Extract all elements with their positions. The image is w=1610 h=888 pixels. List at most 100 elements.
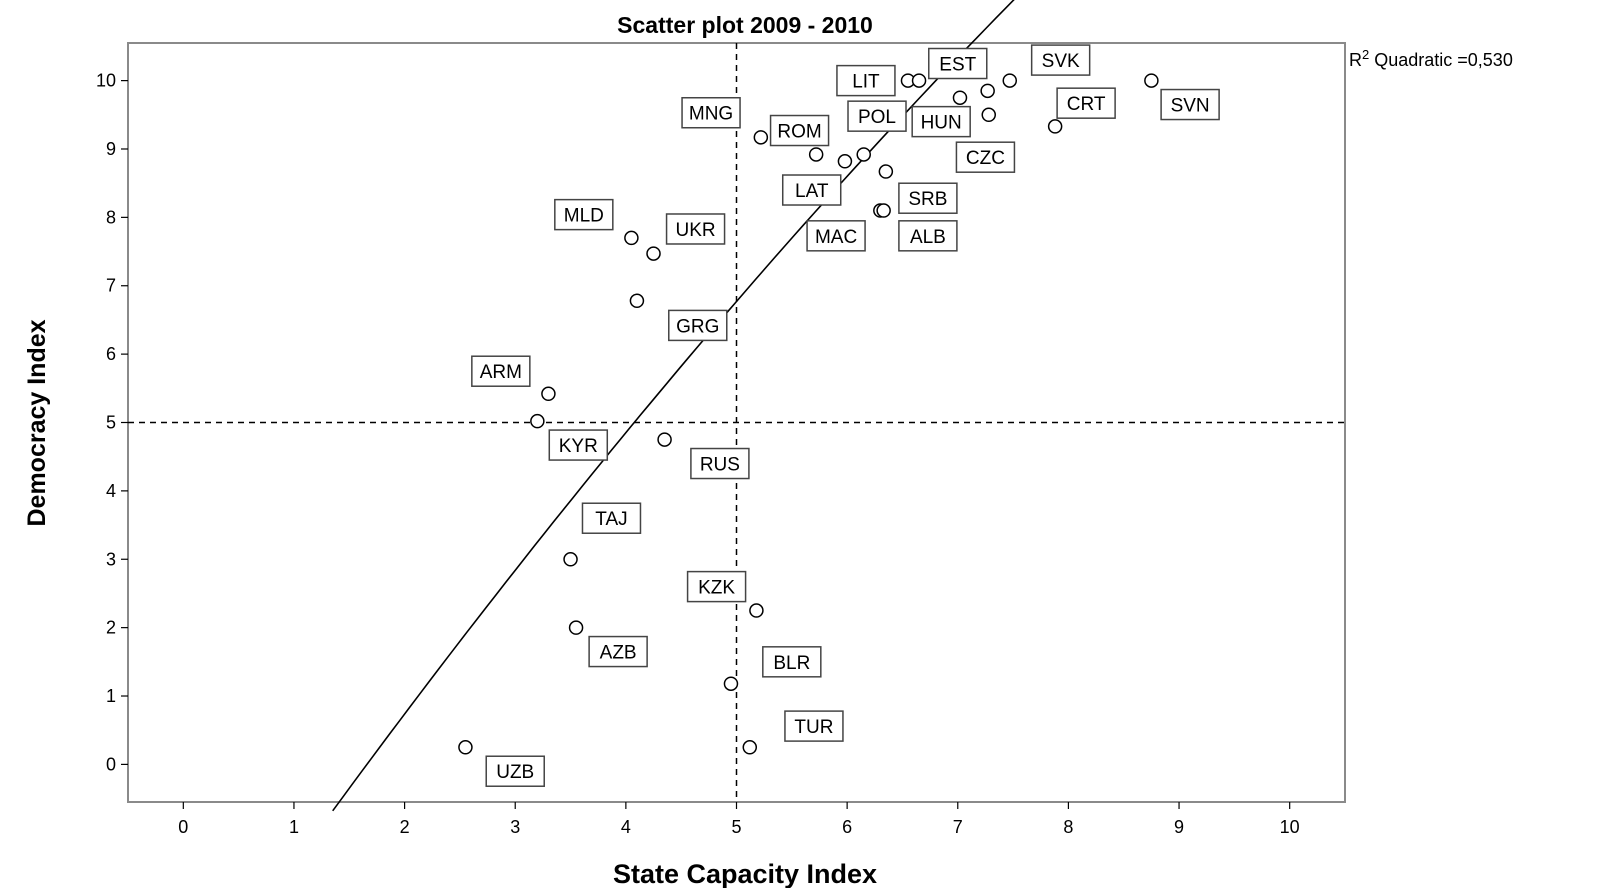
x-tick-label: 8 xyxy=(1063,817,1073,837)
x-tick-label: 4 xyxy=(621,817,631,837)
point-label-box xyxy=(581,502,642,534)
x-tick-label: 7 xyxy=(953,817,963,837)
x-tick-label: 0 xyxy=(178,817,188,837)
point-label-srb: SRB xyxy=(898,182,958,214)
point-label-text: SVN xyxy=(1171,96,1210,117)
y-tick-label: 8 xyxy=(106,207,116,227)
data-point-tur xyxy=(742,740,758,755)
data-point-svk xyxy=(980,83,995,99)
point-label-svk: SVK xyxy=(1030,44,1091,76)
x-tick-label: 1 xyxy=(289,817,299,837)
point-label-box xyxy=(485,755,545,787)
x-tick-label: 2 xyxy=(400,817,410,837)
point-label-hun: HUN xyxy=(911,105,971,138)
data-point-blr xyxy=(723,676,739,691)
point-label-box xyxy=(784,710,844,742)
point-label-taj: TAJ xyxy=(581,502,642,534)
point-label-box xyxy=(668,309,728,342)
point-label-rus: RUS xyxy=(690,447,750,480)
point-label-text: KYR xyxy=(559,436,598,457)
data-point-arm xyxy=(541,386,556,402)
point-label-rom: ROM xyxy=(769,114,830,147)
data-point-mld xyxy=(624,230,639,246)
point-label-box xyxy=(554,198,614,231)
point-label-box xyxy=(781,174,842,206)
data-point-lat xyxy=(808,147,824,162)
point-label-text: BLR xyxy=(773,653,810,674)
fit-line-label: R2 Quadratic =0,530 xyxy=(1349,47,1513,71)
y-tick-label: 3 xyxy=(106,549,116,569)
point-label-text: LIT xyxy=(852,72,880,93)
point-label-kyr: KYR xyxy=(548,429,609,461)
point-label-grg: GRG xyxy=(668,309,728,342)
x-tick-label: 3 xyxy=(510,817,520,837)
data-point-grg xyxy=(629,293,645,309)
data-point-taj xyxy=(563,552,578,567)
y-tick-label: 2 xyxy=(106,618,116,638)
data-point-alb xyxy=(876,203,891,218)
y-tick-label: 4 xyxy=(106,481,116,501)
point-label-text: SRB xyxy=(908,189,947,210)
point-label-text: SVK xyxy=(1042,51,1080,72)
fit-label-sup: 2 xyxy=(1362,47,1369,62)
y-tick-label: 6 xyxy=(106,344,116,364)
fit-label-r: R xyxy=(1349,50,1362,70)
data-point-hun xyxy=(952,90,968,105)
point-label-box xyxy=(548,429,609,461)
data-point-mng xyxy=(753,130,769,145)
data-point-rus xyxy=(657,432,672,447)
point-label-text: CRT xyxy=(1067,94,1106,115)
data-point-azb xyxy=(568,620,584,635)
x-tick-label: 6 xyxy=(842,817,852,837)
point-label-box xyxy=(928,47,988,80)
point-label-blr: BLR xyxy=(762,646,822,678)
x-axis: 0 1 2 3 4 5 6 7 8 9 10 xyxy=(178,802,1300,837)
point-label-text: UZB xyxy=(496,762,534,783)
point-label-box xyxy=(898,182,958,214)
x-axis-title: State Capacity Index xyxy=(613,859,877,888)
point-label-text: EST xyxy=(939,55,976,76)
data-point-kzk xyxy=(749,603,764,618)
point-label-box xyxy=(769,114,830,147)
point-label-azb: AZB xyxy=(588,635,648,668)
point-label-box xyxy=(665,213,726,245)
y-tick-label: 10 xyxy=(96,71,116,91)
x-tick-label: 5 xyxy=(731,817,741,837)
point-label-text: KZK xyxy=(698,578,735,599)
y-tick-label: 5 xyxy=(106,413,116,433)
point-label-arm: ARM xyxy=(471,355,531,387)
y-axis-title: Democracy Index xyxy=(23,319,51,526)
point-label-text: UKR xyxy=(676,220,716,241)
point-label-text: AZB xyxy=(600,643,637,664)
point-label-box xyxy=(681,96,741,129)
point-label-czc: CZC xyxy=(955,141,1016,173)
data-point-svn xyxy=(1144,73,1159,88)
point-label-box xyxy=(762,646,822,678)
data-point-kyr xyxy=(530,413,545,429)
point-label-box xyxy=(471,355,531,387)
data-point-est xyxy=(911,73,927,88)
point-label-svn: SVN xyxy=(1160,88,1220,121)
point-label-box xyxy=(847,100,907,132)
point-label-pol: POL xyxy=(847,100,907,132)
y-tick-label: 1 xyxy=(106,686,116,706)
point-label-uzb: UZB xyxy=(485,755,545,787)
point-label-lit: LIT xyxy=(836,64,896,97)
point-label-text: RUS xyxy=(700,455,740,476)
point-label-text: CZC xyxy=(966,148,1005,169)
point-label-text: MAC xyxy=(815,227,857,248)
point-label-box xyxy=(588,635,648,668)
point-label-text: LAT xyxy=(795,181,829,202)
point-labels: UZB AZB TAJ KYR ARM GRG MLD UKR RUS TUR BLR KZK MNG L… xyxy=(471,44,1220,787)
fit-label-text: Quadratic =0,530 xyxy=(1369,50,1513,70)
point-label-lat: LAT xyxy=(781,174,842,206)
point-label-text: TUR xyxy=(794,717,833,738)
point-label-mld: MLD xyxy=(554,198,614,231)
point-label-box xyxy=(836,64,896,97)
point-label-text: ROM xyxy=(777,122,821,143)
point-label-text: MNG xyxy=(689,104,733,125)
point-label-box xyxy=(911,105,971,138)
y-tick-label: 0 xyxy=(106,754,116,774)
data-point-rom xyxy=(837,154,853,169)
